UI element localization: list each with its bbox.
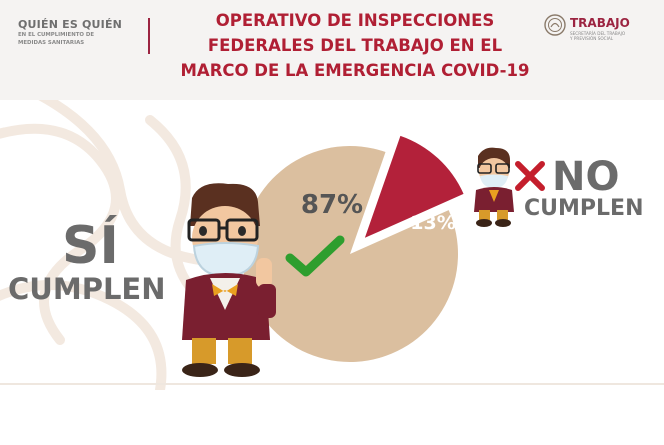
cumplen-no-label: CUMPLEN — [524, 196, 644, 221]
mascot-inspector-illustration — [182, 183, 276, 377]
title-line-3: MARCO DE LA EMERGENCIA COVID-19 — [180, 61, 530, 80]
pie-value-label: 13% — [410, 212, 455, 234]
logo-name: TRABAJO — [570, 16, 630, 30]
pie-slice — [242, 146, 458, 362]
seal-icon — [544, 14, 566, 36]
pie-slice — [364, 135, 464, 238]
header: QUIÉN ES QUIÉN EN EL CUMPLIMIENTO DE MED… — [0, 0, 664, 100]
no-label: NO — [552, 154, 620, 200]
logo-subname-1: SECRETARÍA DEL TRABAJO — [570, 31, 626, 36]
trabajo-logo: TRABAJO SECRETARÍA DEL TRABAJO Y PREVISI… — [544, 14, 654, 44]
page-title: OPERATIVO DE INSPECCIONES FEDERALES DEL … — [155, 8, 555, 83]
title-line-1: OPERATIVO DE INSPECCIONES — [215, 11, 495, 30]
si-label: SÍ — [62, 216, 119, 276]
mascot-small-illustration — [474, 147, 514, 227]
logo-subname-2: Y PREVISIÓN SOCIAL — [570, 36, 614, 41]
cross-icon — [515, 161, 545, 191]
brand-subtitle-1: EN EL CUMPLIMIENTO DE — [18, 32, 95, 38]
brand-block: QUIÉN ES QUIÉN EN EL CUMPLIMIENTO DE MED… — [18, 18, 143, 47]
brand-subtitle-2: MEDIDAS SANITARIAS — [18, 40, 85, 46]
check-icon — [285, 235, 345, 277]
brand-title: QUIÉN ES QUIÉN — [18, 18, 123, 31]
footer-divider — [0, 383, 664, 385]
logo-subname: SECRETARÍA DEL TRABAJO Y PREVISIÓN SOCIA… — [570, 31, 625, 41]
title-line-2: FEDERALES DEL TRABAJO EN EL — [207, 36, 503, 55]
cumplen-si-label: CUMPLEN — [8, 272, 166, 306]
header-divider — [148, 18, 150, 54]
pie-value-label: 87% — [301, 190, 363, 220]
